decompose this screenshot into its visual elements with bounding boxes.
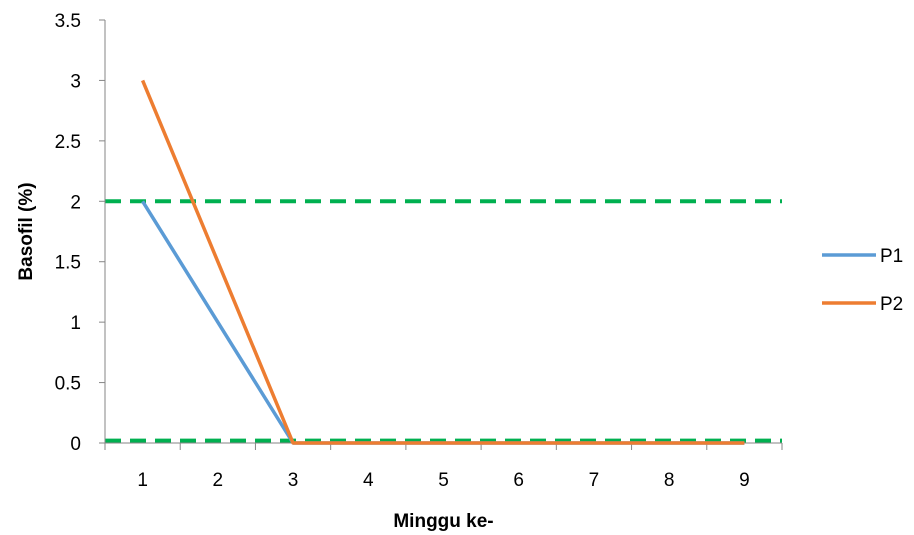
x-tick-label: 1 <box>137 470 148 491</box>
y-axis-label: Basofil (%) <box>16 182 37 280</box>
axes <box>99 19 783 450</box>
y-tick-label: 2 <box>70 192 81 213</box>
series-line-p1 <box>141 200 745 445</box>
y-tick-label: 0 <box>70 434 81 455</box>
legend-label-p2: P2 <box>880 294 903 315</box>
x-tick-label: 5 <box>438 470 449 491</box>
x-tick-label: 3 <box>288 470 299 491</box>
y-tick-label: 1.5 <box>55 253 81 274</box>
legend-label-p1: P1 <box>880 246 903 267</box>
y-tick-label: 0.5 <box>55 374 81 395</box>
x-tick-label: 6 <box>513 470 524 491</box>
reference-lines <box>105 199 782 443</box>
y-tick-label: 3 <box>70 71 81 92</box>
y-tick-label: 1 <box>70 313 81 334</box>
y-tick-label: 2.5 <box>55 132 81 153</box>
x-tick-label: 8 <box>664 470 675 491</box>
x-tick-label: 4 <box>363 470 374 491</box>
x-tick-label: 9 <box>739 470 750 491</box>
series-line-p2 <box>140 79 745 445</box>
series-lines <box>140 79 745 445</box>
legend: P1 P2 <box>822 246 903 315</box>
x-tick-label: 7 <box>589 470 600 491</box>
x-tick-label: 2 <box>213 470 224 491</box>
tick-labels: 0 0.5 1 1.5 2 2.5 3 3.5 1 2 3 4 5 6 7 8 9 <box>55 11 750 491</box>
x-axis-label: Minggu ke- <box>393 511 493 532</box>
y-tick-label: 3.5 <box>55 11 81 32</box>
